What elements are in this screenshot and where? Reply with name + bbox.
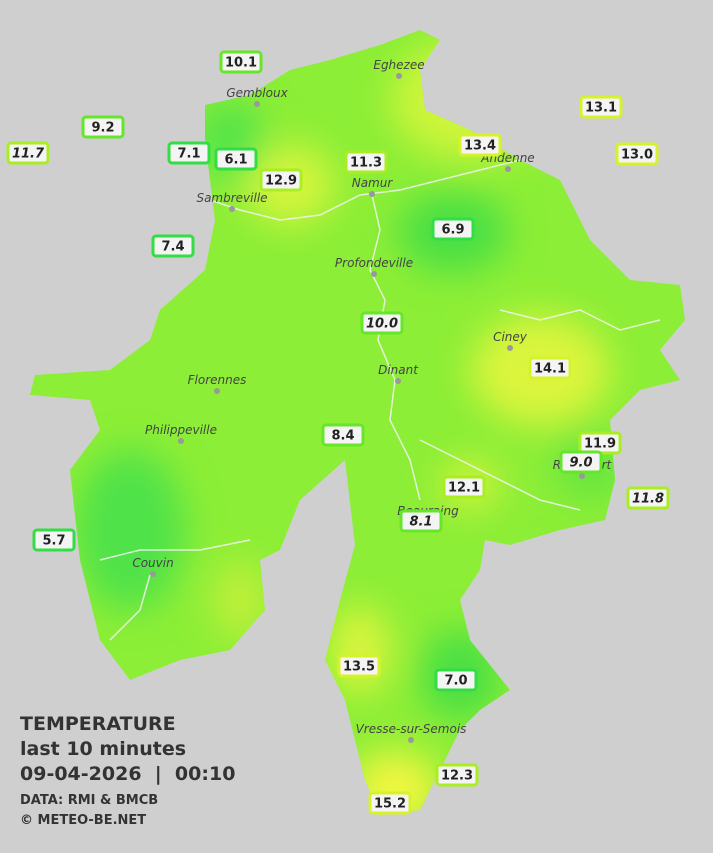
city-label: Florennes: [188, 373, 247, 387]
station-box: [442, 475, 486, 499]
station-value: 12.3: [441, 769, 473, 784]
station-box: [32, 528, 76, 552]
city-dot: [507, 345, 513, 351]
city-label: Vresse-sur-Semois: [356, 722, 467, 736]
station-value: 10.1: [225, 56, 257, 71]
credits-data: DATA: RMI & BMCB: [20, 793, 158, 808]
city-dot: [371, 271, 377, 277]
city-label: Couvin: [132, 556, 173, 570]
station-value: 5.7: [42, 534, 65, 549]
station-box: [151, 234, 195, 258]
station-box: [214, 147, 258, 171]
station-value: 13.0: [621, 148, 653, 163]
station-box: [528, 356, 572, 380]
station-value: 7.4: [161, 240, 184, 255]
city-label: Namur: [352, 176, 394, 190]
station-value: 12.1: [448, 481, 480, 496]
city-dot: [408, 737, 414, 743]
city-label: Profondeville: [335, 256, 413, 270]
title-heading: TEMPERATURE: [20, 713, 176, 735]
station-box: [259, 168, 303, 192]
station-value: 11.8: [632, 492, 664, 507]
city-label: Eghezee: [373, 58, 424, 72]
station-value: 11.3: [350, 156, 382, 171]
station-box: [579, 95, 623, 119]
title-period: last 10 minutes: [20, 738, 186, 760]
station-box: [321, 423, 365, 447]
station-value: 7.0: [444, 674, 467, 689]
station-value: 14.1: [534, 362, 566, 377]
station-value: 6.1: [224, 153, 247, 168]
station-box: [81, 115, 125, 139]
station-value: 13.1: [585, 101, 617, 116]
city-dot: [178, 438, 184, 444]
station-box: [431, 217, 475, 241]
city-dot: [254, 101, 260, 107]
city-label: Gembloux: [226, 86, 288, 100]
station-value: 11.9: [584, 437, 616, 452]
station-box: [167, 141, 211, 165]
station-value: 10.0: [366, 317, 398, 332]
city-dot: [505, 166, 511, 172]
station-value: 9.2: [91, 121, 114, 136]
city-label: Philippeville: [145, 423, 217, 437]
station-value: 12.9: [265, 174, 297, 189]
city-dot: [369, 191, 375, 197]
city-dot: [396, 73, 402, 79]
station-value: 8.1: [409, 515, 432, 530]
rivers: [99, 159, 661, 641]
station-box: [360, 311, 404, 335]
station-box: [219, 50, 263, 74]
station-box: [615, 142, 659, 166]
city-dot: [150, 571, 156, 577]
station-box: [368, 791, 412, 815]
station-value: 6.9: [441, 223, 464, 238]
station-box: [6, 141, 50, 165]
station-box: [559, 450, 603, 474]
city-dot: [214, 388, 220, 394]
station-value: 13.5: [343, 660, 375, 675]
title-timestamp: 09-04-2026 | 00:10: [20, 763, 235, 785]
station-box: [626, 486, 670, 510]
station-value: 13.4: [464, 139, 496, 154]
credits-copyright: © METEO-BE.NET: [20, 813, 146, 828]
station-box: [344, 150, 388, 174]
station-value: 8.4: [331, 429, 354, 444]
city-dot: [579, 473, 585, 479]
station-box: [458, 133, 502, 157]
station-box: [337, 654, 381, 678]
city-label: Sambreville: [196, 191, 267, 205]
station-box: [399, 509, 443, 533]
station-value: 15.2: [374, 797, 406, 812]
city-dot: [395, 378, 401, 384]
city-label: Dinant: [378, 363, 419, 377]
station-value: 7.1: [177, 147, 200, 162]
city-dot: [229, 206, 235, 212]
city-label: Ciney: [493, 330, 528, 344]
station-box: [435, 763, 479, 787]
station-value: 11.7: [12, 147, 45, 162]
station-value: 9.0: [569, 456, 592, 471]
legend-title: TEMPERATURE last 10 minutes 09-04-2026 |…: [20, 713, 235, 828]
station-box: [434, 668, 478, 692]
